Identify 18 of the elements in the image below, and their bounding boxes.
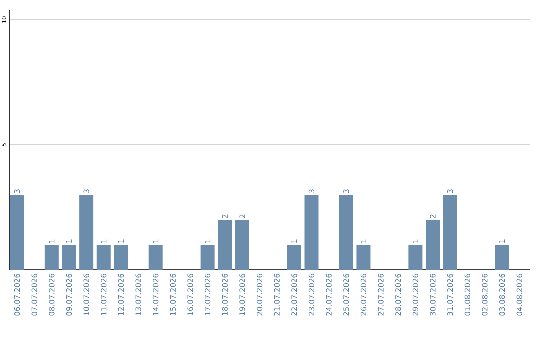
- bar: [495, 245, 510, 270]
- bar: [443, 195, 458, 270]
- bar: [339, 195, 354, 270]
- bar: [148, 245, 163, 270]
- bar: [44, 245, 59, 270]
- bar: [356, 245, 371, 270]
- bar: [96, 245, 111, 270]
- bar: [426, 220, 440, 270]
- bar: [62, 245, 76, 270]
- bar: [80, 195, 94, 270]
- bar: [304, 195, 319, 270]
- bar: [408, 245, 423, 270]
- bar: [235, 220, 250, 270]
- bar: [10, 195, 24, 270]
- bar: [200, 245, 215, 270]
- bar: [287, 245, 302, 270]
- bar: [114, 245, 128, 270]
- bar: [218, 220, 232, 270]
